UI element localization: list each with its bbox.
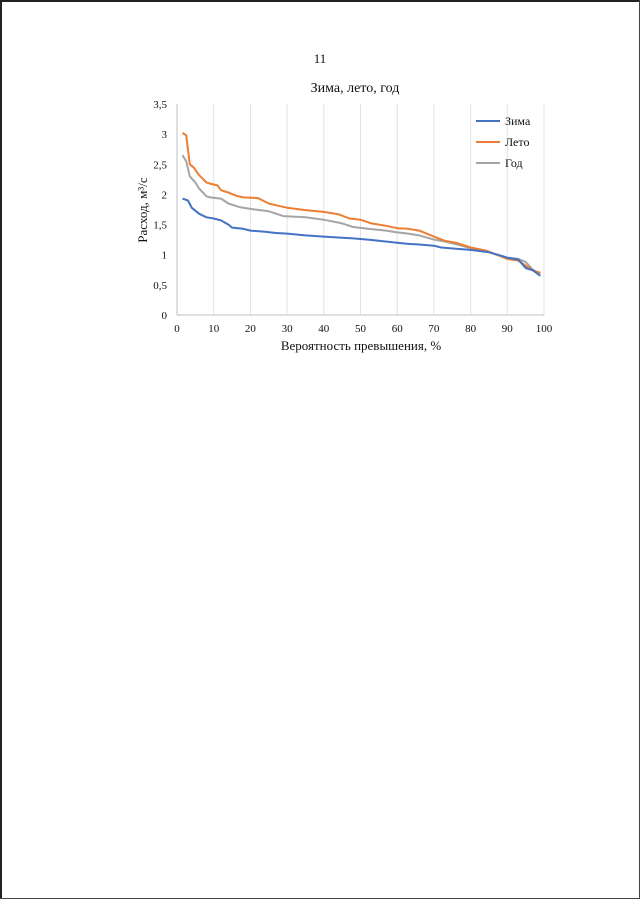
y-tick-label: 2,5	[153, 159, 167, 171]
x-tick-label: 20	[245, 323, 257, 335]
series-line-1	[182, 197, 541, 277]
x-tick-label: 60	[392, 323, 404, 335]
legend-label: Год	[505, 156, 523, 170]
series-line-3	[181, 154, 541, 275]
grid	[213, 104, 545, 315]
y-tick-label: 1	[162, 250, 168, 262]
x-tick-label: 50	[355, 323, 367, 335]
x-axis-label: Вероятность превышения, %	[281, 338, 442, 353]
page-edge-top	[0, 0, 640, 2]
legend: Зима Лето Год	[476, 114, 531, 170]
y-axis-label: Расход, м³/с	[135, 177, 150, 243]
x-tick-label: 100	[536, 323, 553, 335]
y-tick-label: 3,5	[153, 99, 167, 111]
legend-label: Зима	[505, 114, 531, 128]
axes	[176, 104, 544, 316]
y-tick-label: 3	[162, 129, 168, 141]
series-line-2	[181, 132, 541, 274]
page-edge-left	[0, 0, 2, 899]
x-tick-label: 0	[174, 323, 180, 335]
tick-labels: 0 10 20 30 40 50 60 70 80 90 100 0 0,5 1 1,5 2 2,5 3 3,5	[153, 99, 553, 335]
y-tick-label: 2	[162, 189, 168, 201]
chart-title: Зима, лето, год	[311, 81, 400, 96]
x-tick-label: 10	[208, 323, 220, 335]
x-tick-label: 80	[465, 323, 477, 335]
y-tick-label: 0,5	[153, 280, 167, 292]
y-tick-label: 1,5	[153, 220, 167, 232]
x-tick-label: 70	[428, 323, 440, 335]
x-tick-label: 40	[318, 323, 330, 335]
legend-label: Лето	[505, 135, 529, 149]
series-lines	[181, 132, 541, 277]
x-tick-label: 90	[502, 323, 514, 335]
x-tick-label: 30	[282, 323, 294, 335]
page-number: 11	[313, 51, 327, 66]
y-tick-label: 0	[162, 310, 168, 322]
